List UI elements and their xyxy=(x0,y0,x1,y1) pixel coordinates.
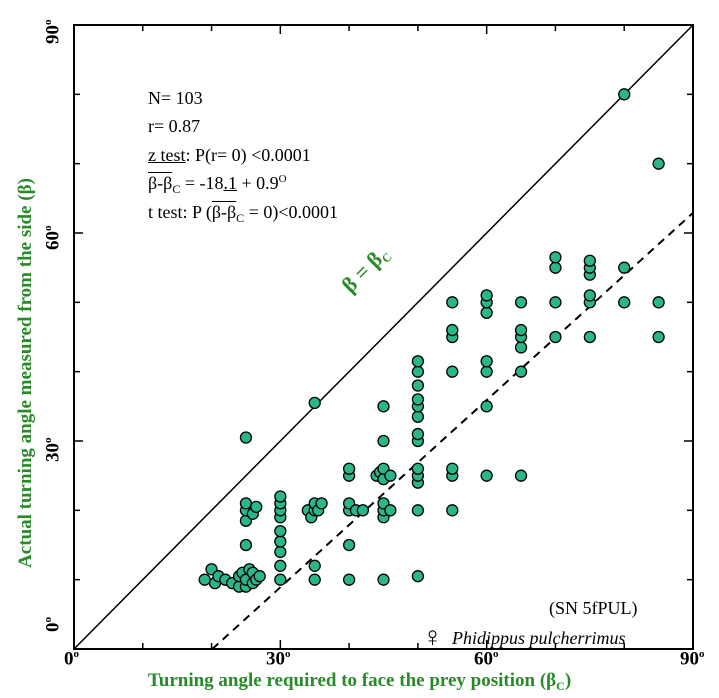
x-tick-90: 90o xyxy=(680,648,705,670)
data-point xyxy=(411,410,425,423)
y-tick-0: 0o xyxy=(42,617,64,632)
data-point xyxy=(253,570,266,583)
data-point xyxy=(250,500,263,514)
data-point xyxy=(411,365,425,378)
female-symbol: ♀ xyxy=(422,622,443,653)
data-point xyxy=(446,296,459,309)
data-point xyxy=(274,559,287,572)
data-point xyxy=(377,573,390,586)
data-point xyxy=(411,570,425,583)
data-point xyxy=(342,538,356,552)
data-point xyxy=(308,559,321,572)
data-point xyxy=(514,341,528,354)
stat-regression: β-βC = -18.1 + 0.9O xyxy=(148,173,287,196)
data-point xyxy=(480,400,493,413)
data-point xyxy=(446,462,459,475)
data-point xyxy=(652,330,665,344)
data-point xyxy=(342,573,356,586)
data-point xyxy=(411,355,425,368)
plot-frame xyxy=(73,24,694,650)
data-point xyxy=(308,573,321,586)
data-point xyxy=(239,497,253,510)
data-point xyxy=(411,462,425,475)
data-point xyxy=(356,504,370,517)
data-point xyxy=(652,296,665,309)
data-point xyxy=(514,296,528,309)
data-point xyxy=(549,261,562,274)
data-point xyxy=(618,261,631,274)
data-point xyxy=(411,379,425,392)
data-point xyxy=(384,469,397,482)
x-tick-0: 0o xyxy=(64,648,79,670)
data-point xyxy=(652,157,665,170)
x-tick-60: 60o xyxy=(474,648,499,670)
data-point xyxy=(514,323,528,337)
regression-line xyxy=(211,212,694,650)
specimen-label: (SN 5fPUL) xyxy=(549,598,638,618)
data-point xyxy=(377,400,390,413)
x-tick-30: 30o xyxy=(266,648,291,670)
data-point xyxy=(583,330,596,344)
data-point xyxy=(446,504,459,517)
data-point xyxy=(274,490,287,503)
y-tick-60: 60o xyxy=(42,225,64,251)
data-point xyxy=(549,251,562,264)
identity-line xyxy=(73,24,694,650)
y-tick-90: 90o xyxy=(42,19,64,45)
data-point xyxy=(618,88,631,101)
data-point xyxy=(549,296,562,309)
data-point xyxy=(446,365,459,378)
data-point xyxy=(480,469,493,482)
data-point xyxy=(411,427,425,441)
data-point xyxy=(446,323,459,337)
data-point xyxy=(274,545,287,559)
data-point xyxy=(480,306,493,319)
y-axis-label: Actual turning angle measured from the s… xyxy=(15,178,36,568)
data-point xyxy=(549,330,562,344)
data-point xyxy=(315,497,328,510)
stat-t-test: t test: P (β-βC = 0)<0.0001 xyxy=(148,202,338,225)
stat-r: r= 0.87 xyxy=(148,116,201,136)
data-point xyxy=(583,254,596,267)
data-point xyxy=(198,573,211,586)
data-point xyxy=(514,469,528,482)
data-point xyxy=(480,365,493,378)
data-point xyxy=(274,535,287,548)
x-axis-label: Turning angle required to face the prey … xyxy=(147,670,572,693)
data-point xyxy=(514,365,528,378)
y-tick-30: 30o xyxy=(42,437,64,463)
stat-n: N= 103 xyxy=(148,88,203,108)
data-point xyxy=(384,504,397,517)
data-point xyxy=(239,431,253,444)
data-point xyxy=(480,355,493,368)
data-point xyxy=(239,538,253,552)
data-point xyxy=(274,524,287,538)
data-point xyxy=(377,434,390,448)
data-point xyxy=(618,296,631,309)
species-label: Phidippus pulcherrimus xyxy=(452,628,626,648)
data-point xyxy=(308,396,321,410)
data-point xyxy=(411,504,425,517)
data-point xyxy=(411,393,425,406)
data-point xyxy=(480,289,493,302)
data-point xyxy=(583,289,596,302)
data-point xyxy=(342,462,356,475)
stat-z-test: z test: P(r= 0) <0.0001 xyxy=(148,145,311,165)
data-point xyxy=(274,573,287,586)
